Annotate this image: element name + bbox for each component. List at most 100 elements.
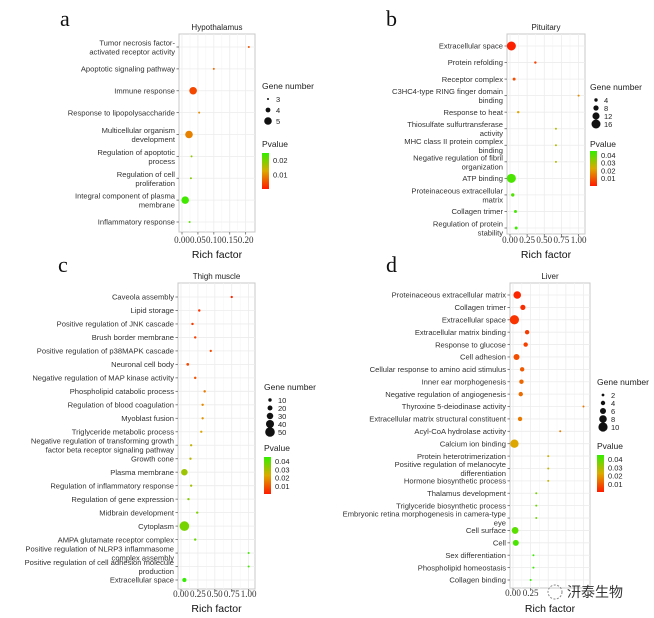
category-label-line: Cell bbox=[493, 539, 506, 548]
category-label-line: Inner ear morphogenesis bbox=[422, 377, 507, 386]
category-label: Proteinaceous extracellular matrix bbox=[411, 186, 503, 204]
x-tick-label: 0.00 bbox=[502, 235, 518, 245]
size-legend-dot bbox=[265, 419, 275, 429]
category-label: Extracellular matrix binding bbox=[415, 328, 506, 337]
color-legend-label: 0.01 bbox=[273, 171, 288, 180]
data-point bbox=[201, 403, 204, 407]
color-legend-label: 0.01 bbox=[275, 482, 290, 491]
category-label-line: Tumor necrosis factor- bbox=[99, 39, 175, 48]
plot-title: Pituitary bbox=[532, 23, 561, 32]
category-label: Extracellular space bbox=[442, 315, 506, 324]
size-legend-label: 2 bbox=[611, 391, 615, 400]
size-legend-label: 4 bbox=[604, 96, 608, 105]
size-legend-label: 16 bbox=[604, 120, 612, 129]
x-tick-label: 1.00 bbox=[241, 589, 257, 599]
category-label: Acyl-CoA hydrolase activity bbox=[414, 427, 506, 436]
x-tick-label: 0.20 bbox=[238, 235, 254, 245]
color-legend-label: 0.02 bbox=[601, 166, 616, 175]
category-label-line: Regulation of blood coagulation bbox=[68, 401, 174, 410]
category-label-line: Cellular response to amino acid stimulus bbox=[370, 365, 507, 374]
data-point bbox=[198, 111, 201, 114]
data-point bbox=[187, 497, 190, 501]
category-label-line: Thalamus development bbox=[427, 489, 507, 498]
data-point bbox=[535, 492, 538, 495]
category-label-line: Proteinaceous extracellular bbox=[411, 186, 503, 195]
category-label-line: Neuronal cell body bbox=[111, 360, 174, 369]
category-label-line: Positive regulation of cell adhesion mol… bbox=[25, 558, 174, 567]
category-label: Inflammatory response bbox=[98, 218, 175, 227]
category-label: C3HC4-type RING finger domain binding bbox=[392, 87, 503, 105]
size-legend-dot bbox=[593, 105, 599, 111]
plot-frame bbox=[177, 282, 256, 590]
category-label: AMPA glutamate receptor complex bbox=[58, 535, 175, 544]
category-label: Caveola assembly bbox=[112, 293, 174, 302]
category-label-line: Extracellular matrix structural constitu… bbox=[369, 415, 507, 424]
size-legend-title: Gene number bbox=[262, 81, 314, 91]
category-label-line: Protein refolding bbox=[448, 58, 503, 67]
category-label-line: Extracellular matrix binding bbox=[415, 328, 506, 337]
data-point bbox=[582, 405, 585, 408]
panel-letter: d bbox=[386, 252, 397, 277]
size-legend-dot bbox=[592, 112, 600, 120]
category-label-line: Extracellular space bbox=[439, 42, 503, 51]
data-point bbox=[201, 417, 204, 420]
category-label-line: membrane bbox=[139, 201, 175, 210]
data-point bbox=[513, 353, 520, 360]
data-point bbox=[554, 127, 557, 130]
category-label-line: development bbox=[132, 135, 176, 144]
category-label: Myoblast fusion bbox=[121, 414, 174, 423]
category-label-line: Response to heat bbox=[443, 108, 503, 117]
category-label-line: Negative regulation of fibril bbox=[413, 153, 503, 162]
category-label: Positive regulation of cell adhesion mol… bbox=[25, 558, 174, 576]
category-label: Extracellular matrix structural constitu… bbox=[369, 415, 507, 424]
category-label-line: factor beta receptor signaling pathway bbox=[46, 446, 175, 455]
color-legend-label: 0.04 bbox=[601, 151, 616, 160]
data-point bbox=[181, 196, 189, 204]
size-legend-label: 3 bbox=[276, 95, 280, 104]
data-point bbox=[247, 565, 250, 568]
category-label: Cytoplasm bbox=[138, 522, 174, 531]
category-label-line: Negative regulation of MAP kinase activi… bbox=[32, 374, 174, 383]
color-legend-label: 0.03 bbox=[275, 465, 290, 474]
size-legend-label: 30 bbox=[278, 412, 286, 421]
size-legend-label: 20 bbox=[278, 404, 286, 413]
category-label: Regulation of cell proliferation bbox=[117, 170, 176, 188]
category-label-line: Negative regulation of angiogenesis bbox=[385, 390, 506, 399]
color-legend-bar bbox=[264, 457, 271, 494]
category-label: Cellular response to amino acid stimulus bbox=[370, 365, 507, 374]
size-legend-dot bbox=[600, 408, 606, 414]
x-tick-label: 1.00 bbox=[571, 235, 587, 245]
data-point bbox=[247, 552, 250, 555]
color-legend-title: Pvalue bbox=[262, 139, 288, 149]
x-tick-label: 0.75 bbox=[224, 589, 240, 599]
color-legend-bar bbox=[262, 153, 269, 189]
data-point bbox=[181, 468, 188, 476]
size-legend-dot bbox=[599, 415, 607, 423]
panel-b: b Pituitary 0.00 0.25 0.50 0.75 1.00 Rich facto… bbox=[386, 6, 642, 261]
panel-letter: c bbox=[58, 252, 68, 277]
category-label: Collagen trimer bbox=[452, 207, 504, 216]
color-legend-label: 0.01 bbox=[601, 174, 616, 183]
category-label-line: Response to lipopolysaccharide bbox=[68, 108, 175, 117]
category-label-line: Positive regulation of melanocyte bbox=[395, 460, 506, 469]
category-label: Sex differentiation bbox=[445, 551, 506, 560]
category-label-line: Midbrain development bbox=[99, 508, 175, 517]
size-legend-dot bbox=[601, 393, 605, 397]
data-point bbox=[512, 539, 519, 546]
color-legend-label: 0.01 bbox=[608, 480, 623, 489]
x-tick-label: 0.50 bbox=[207, 589, 223, 599]
category-label: Immune response bbox=[114, 86, 175, 95]
category-label: Protein refolding bbox=[448, 58, 503, 67]
category-label: Negative regulation of MAP kinase activi… bbox=[32, 374, 174, 383]
data-point bbox=[547, 455, 550, 458]
category-label-line: Positive regulation of JNK cascade bbox=[57, 320, 174, 329]
x-tick-label: 0.15 bbox=[222, 235, 238, 245]
data-point bbox=[188, 221, 191, 223]
category-label: MHC class II protein complex binding bbox=[404, 137, 503, 155]
color-legend-bar bbox=[597, 455, 604, 492]
category-label-line: Phospholipid catabolic process bbox=[70, 387, 174, 396]
size-legend-dot bbox=[268, 398, 272, 402]
size-legend-label: 10 bbox=[278, 396, 286, 405]
color-legend-label: 0.02 bbox=[273, 156, 288, 165]
plot-title: Thigh muscle bbox=[193, 272, 241, 281]
